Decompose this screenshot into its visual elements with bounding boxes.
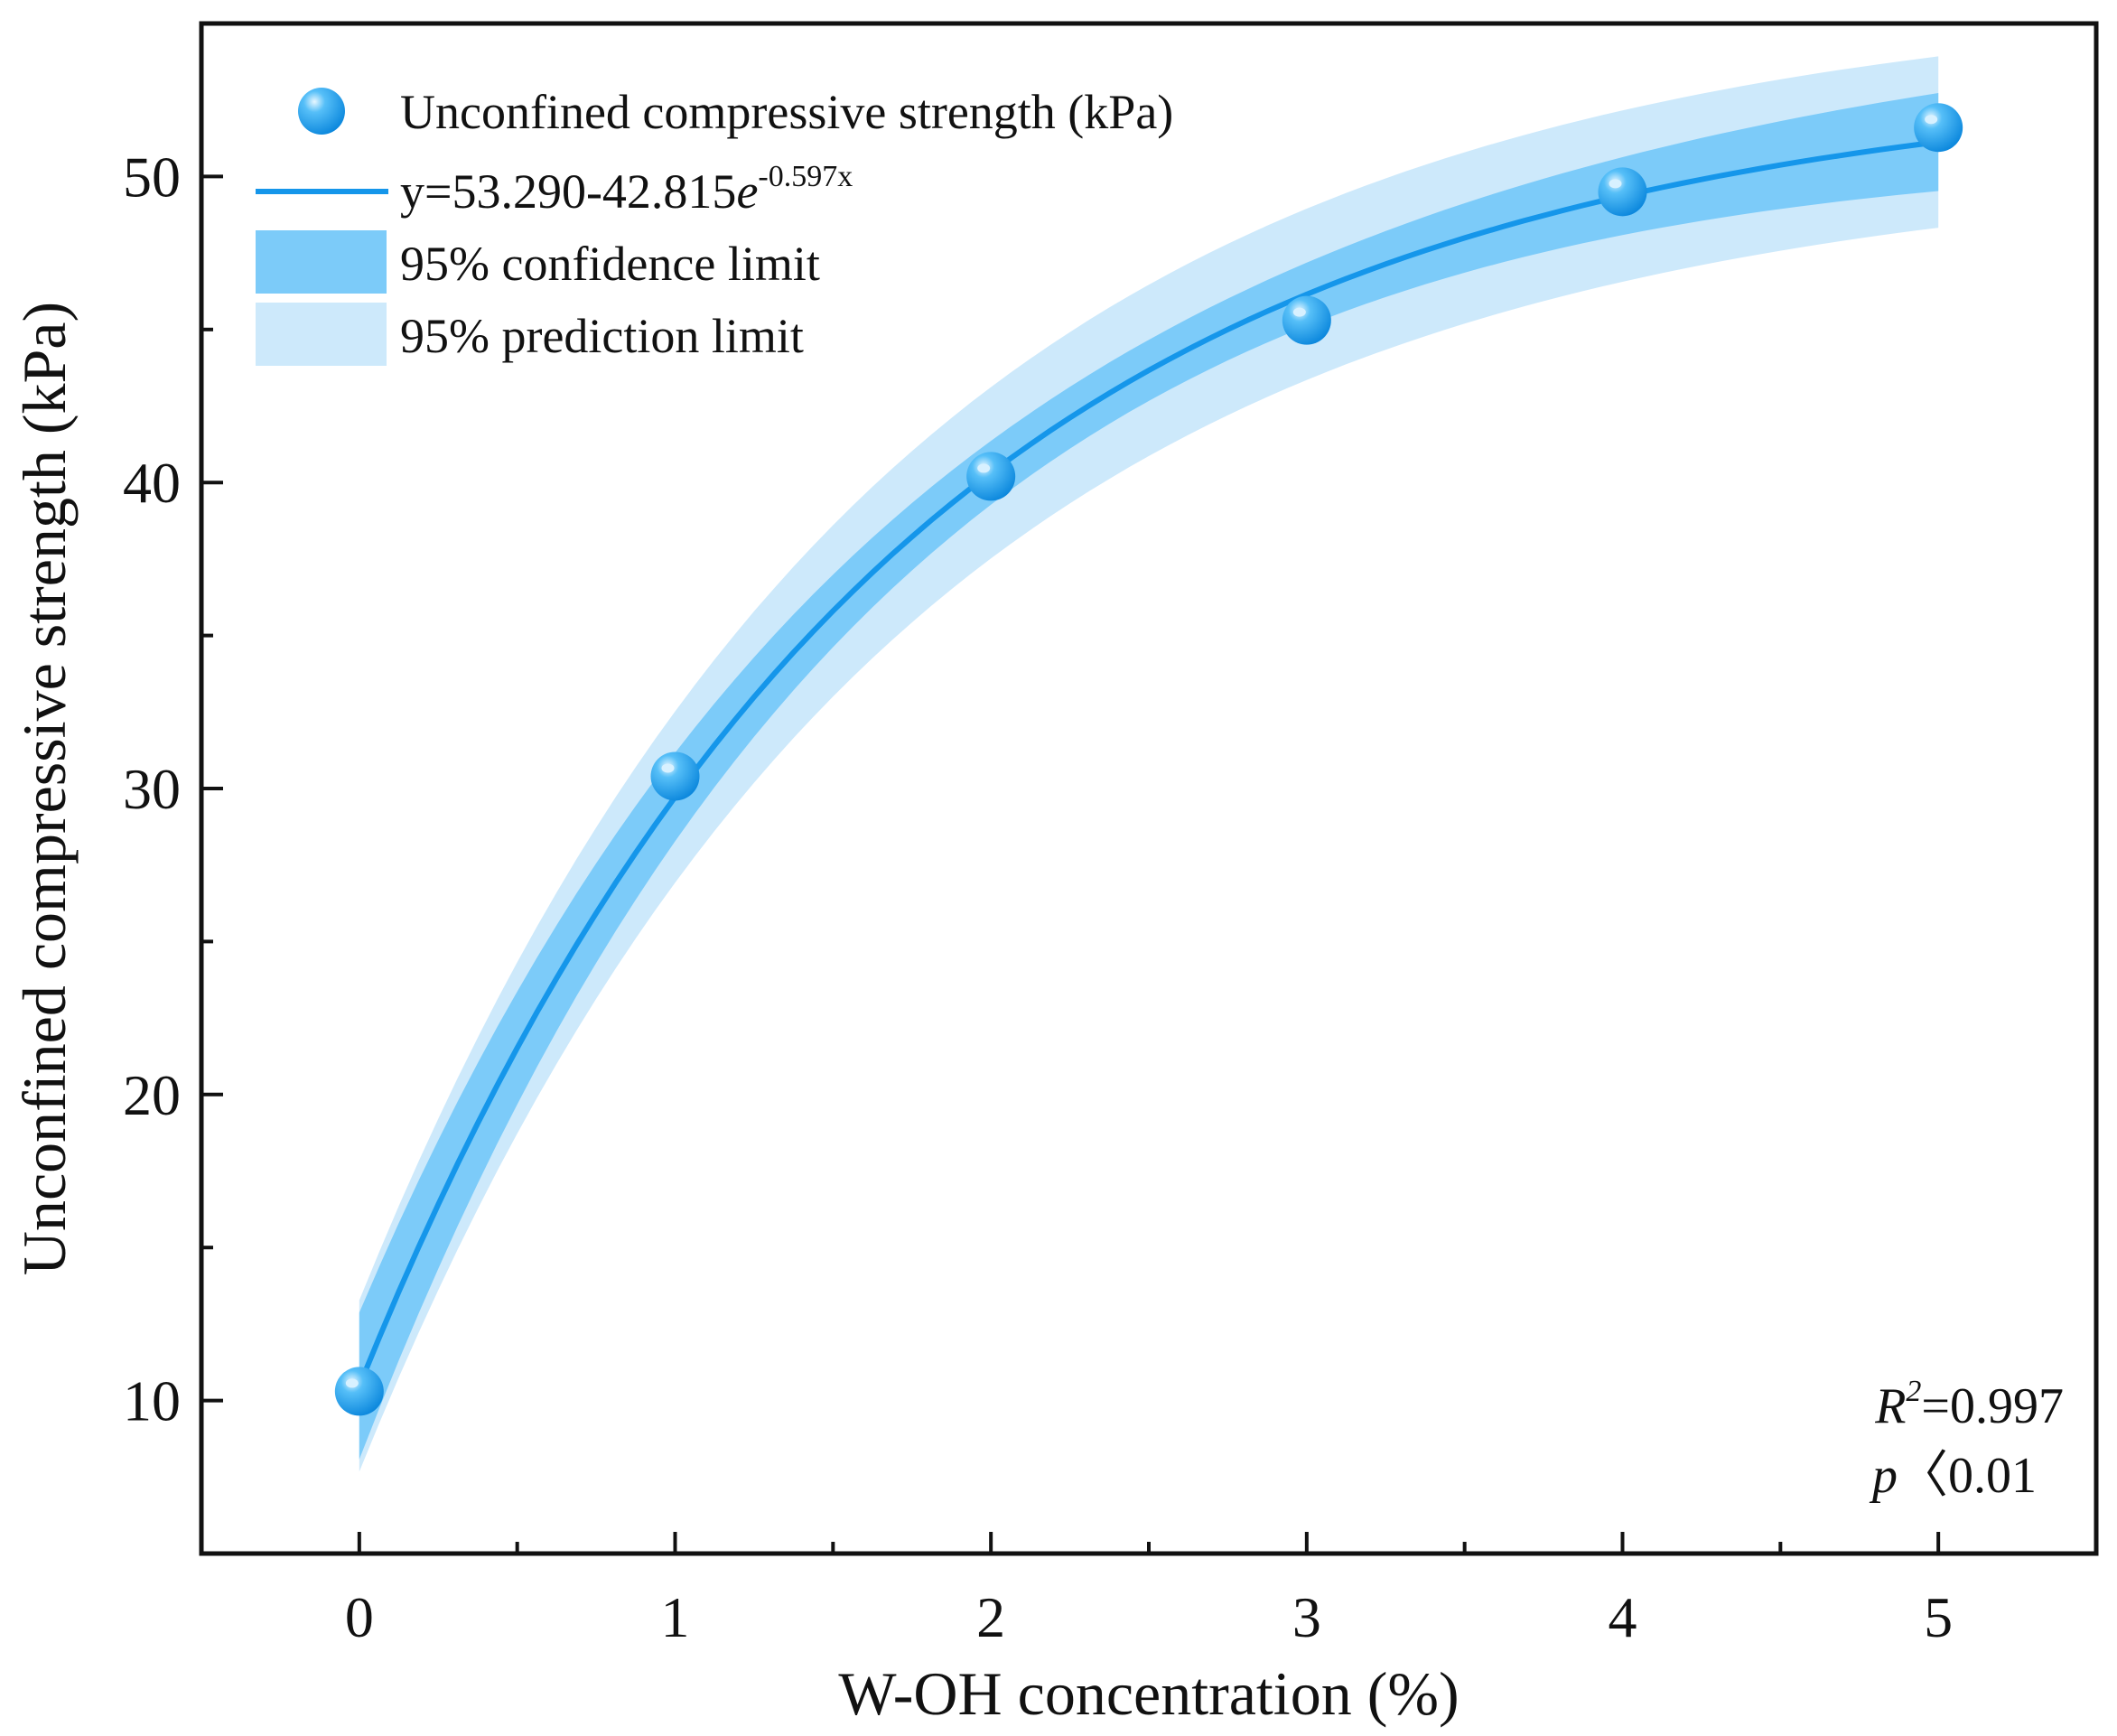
legend-prediction-swatch [256, 303, 387, 366]
y-axis-label: Unconfined compressive strength (kPa) [10, 302, 79, 1275]
fit-equation-exponent: -0.597x [758, 160, 853, 193]
legend-label-data: Unconfined compressive strength (kPa) [400, 85, 1173, 139]
data-point-highlight-0 [345, 1378, 359, 1388]
data-point-3 [1282, 295, 1331, 345]
data-point-2 [966, 452, 1016, 501]
y-axis-ticks: 10 20 30 40 50 [123, 145, 223, 1433]
y-tick-label-20: 20 [123, 1063, 181, 1127]
legend-label-confidence: 95% confidence limit [400, 237, 820, 291]
data-point-0 [334, 1367, 384, 1416]
scatter-points [334, 103, 1963, 1416]
p-value: 〈0.01 [1898, 1448, 2037, 1504]
legend: Unconfined compressive strength (kPa) y=… [256, 85, 1173, 366]
r2-symbol: R [1874, 1378, 1906, 1434]
data-point-highlight-3 [1292, 307, 1306, 317]
x-axis-ticks: 0 1 2 3 4 5 [345, 1532, 1953, 1649]
legend-item-confidence: 95% confidence limit [256, 230, 820, 294]
x-tick-label-5: 5 [1924, 1585, 1953, 1649]
fit-line [357, 139, 1939, 1387]
legend-item-fit: y=53.290-42.815e-0.597x [256, 160, 853, 219]
legend-label-prediction: 95% prediction limit [400, 309, 804, 363]
data-point-1 [650, 751, 700, 801]
r2-superscript: 2 [1906, 1375, 1921, 1408]
r2-value: =0.997 [1921, 1378, 2064, 1434]
data-point-4 [1598, 167, 1647, 217]
data-point-highlight-5 [1925, 115, 1938, 125]
data-point-highlight-1 [661, 763, 675, 773]
x-tick-label-0: 0 [345, 1585, 374, 1649]
y-tick-label-50: 50 [123, 145, 181, 209]
x-tick-label-2: 2 [976, 1585, 1005, 1649]
y-tick-label-10: 10 [123, 1369, 181, 1433]
y-tick-label-40: 40 [123, 451, 181, 515]
legend-item-prediction: 95% prediction limit [256, 303, 804, 366]
data-point-5 [1914, 103, 1963, 153]
p-symbol: p [1869, 1448, 1898, 1504]
x-tick-label-4: 4 [1609, 1585, 1637, 1649]
fit-equation-prefix: y=53.290-42.815 [400, 164, 736, 219]
data-point-highlight-2 [977, 463, 991, 473]
legend-marker-swatch [298, 88, 345, 135]
legend-label-fit: y=53.290-42.815e-0.597x [400, 160, 853, 219]
y-tick-label-30: 30 [123, 757, 181, 821]
data-point-highlight-4 [1609, 179, 1622, 189]
r-squared-annotation: R2=0.997 [1874, 1375, 2064, 1434]
x-tick-label-1: 1 [661, 1585, 690, 1649]
x-axis-label: W-OH concentration (%) [838, 1659, 1459, 1728]
legend-item-data: Unconfined compressive strength (kPa) [298, 85, 1173, 139]
fit-equation-base: e [736, 164, 758, 219]
x-tick-label-3: 3 [1292, 1585, 1321, 1649]
p-value-annotation: p〈0.01 [1869, 1448, 2037, 1504]
legend-confidence-swatch [256, 230, 387, 294]
